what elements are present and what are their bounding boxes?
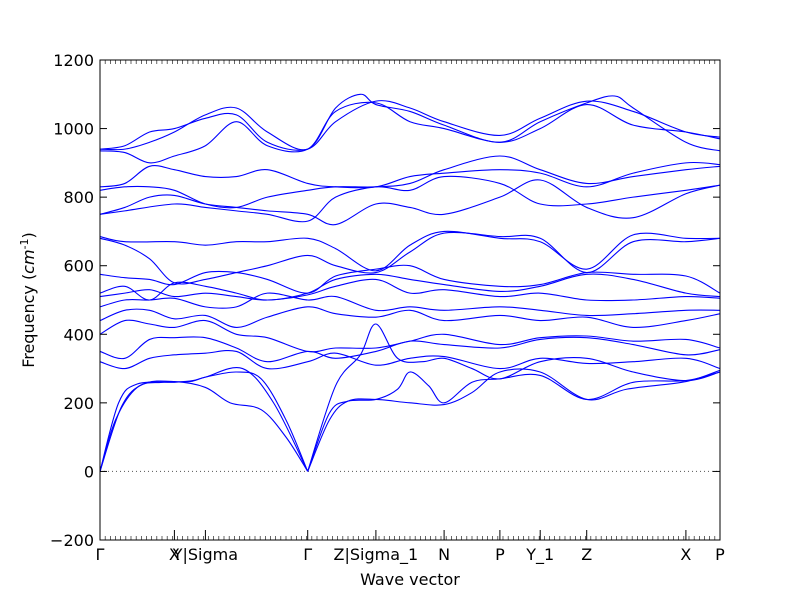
- band-line-8: [99, 336, 721, 363]
- y-axis: −200 0 200 400 600 800 1000 1200: [50, 51, 720, 550]
- y-tick-label: 200: [63, 394, 94, 413]
- kpoint-label: X: [169, 545, 180, 564]
- plot-area: [99, 59, 721, 541]
- band-line-7: [99, 349, 721, 370]
- x-axis: Γ XY|Sigma Γ Z|Sigma_1 N P Y_1 Z X P: [96, 530, 725, 565]
- band-line-20: [99, 161, 721, 189]
- kpoint-label: Y_1: [525, 545, 554, 565]
- band-line-17: [99, 179, 721, 226]
- band-line-2: [99, 380, 309, 472]
- band-line-23: [99, 93, 721, 152]
- y-axis-title: Frequency (cm-1): [18, 232, 38, 368]
- band-line-9: [99, 319, 721, 353]
- plot-border: [99, 59, 721, 541]
- kpoint-label: Y|Sigma: [172, 545, 238, 564]
- kpoint-label: N: [438, 545, 450, 564]
- band-line-12: [99, 278, 721, 302]
- band-line-5: [307, 371, 721, 472]
- band-line-3: [99, 367, 309, 472]
- y-tick-label: 400: [63, 325, 94, 344]
- band-line-10: [99, 306, 721, 328]
- band-line-11: [99, 292, 721, 317]
- kpoint-label: P: [495, 545, 505, 564]
- y-tick-label: 1000: [53, 120, 94, 139]
- minor-ticks: [99, 60, 721, 540]
- kpoint-label: P: [715, 545, 725, 564]
- kpoint-label: Z|Sigma_1: [334, 545, 419, 565]
- band-line-16: [99, 230, 721, 272]
- band-line-13: [99, 273, 721, 301]
- y-tick-label: −200: [50, 531, 94, 550]
- y-tick-label: 1200: [53, 51, 94, 70]
- band-line-19: [99, 155, 721, 209]
- x-axis-title: Wave vector: [360, 570, 460, 589]
- kpoint-label: X: [680, 545, 691, 564]
- y-tick-label: 600: [63, 257, 94, 276]
- y-tick-label: 0: [84, 462, 94, 481]
- kpoint-label: Γ: [303, 545, 312, 564]
- y-tick-label: 800: [63, 188, 94, 207]
- kpoint-label: Γ: [96, 545, 105, 564]
- kpoint-label: Z: [581, 545, 592, 564]
- phonon-bands: [99, 93, 721, 472]
- band-line-21: [99, 101, 721, 164]
- band-line-15: [99, 231, 721, 285]
